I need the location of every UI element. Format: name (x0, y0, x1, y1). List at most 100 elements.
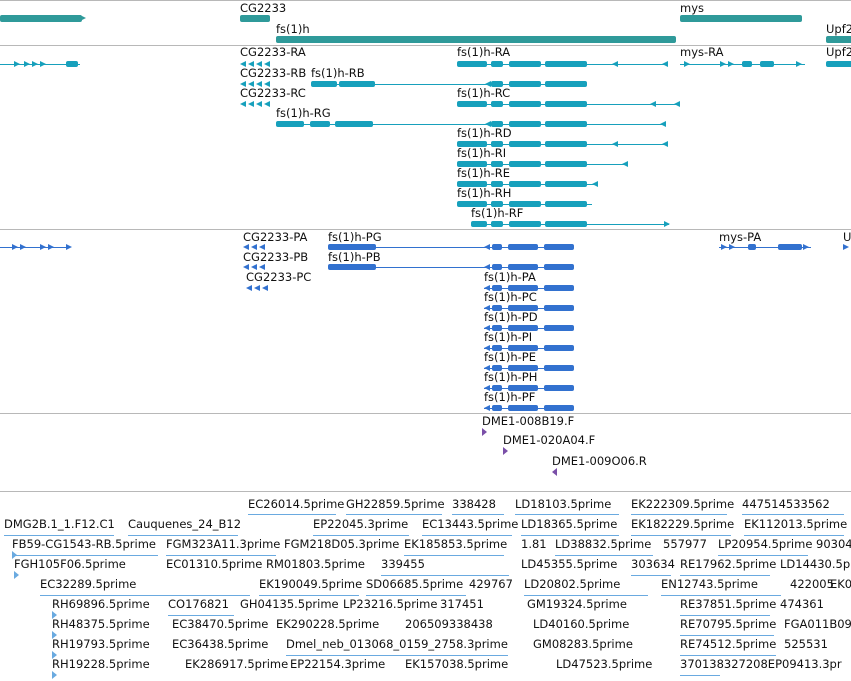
est-label[interactable]: FGH105F06.5prime (14, 557, 126, 571)
est-alignment-line[interactable] (248, 514, 336, 515)
est-alignment-line[interactable] (313, 535, 409, 536)
gene-label[interactable]: CG2233 (240, 1, 287, 15)
est-alignment-line[interactable] (166, 555, 276, 556)
cds-label[interactable]: mys-PA (719, 230, 762, 244)
est-label[interactable]: LD45355.5prime (521, 557, 618, 571)
est-alignment-line[interactable] (631, 535, 731, 536)
cds-label[interactable]: fs(1)h-PI (484, 330, 533, 344)
est-label[interactable]: RM01803.5prime (266, 557, 365, 571)
est-label[interactable]: 339455 (381, 557, 425, 571)
transcript-label[interactable]: fs(1)h-RG (276, 106, 331, 120)
cds-label[interactable]: CG2233-PA (243, 230, 308, 244)
est-label[interactable]: RE74512.5prime (680, 637, 777, 651)
transcript-label[interactable]: CG2233-RA (240, 45, 306, 59)
est-label[interactable]: GM19324.5prime (527, 597, 627, 611)
clone-label[interactable]: DME1-020A04.F (503, 433, 596, 447)
est-label[interactable]: EC32289.5prime (40, 577, 137, 591)
est-label[interactable]: 422005 (790, 577, 834, 591)
est-label[interactable]: LD40160.5prime (533, 617, 630, 631)
gene-label[interactable]: mys (680, 1, 704, 15)
est-label[interactable]: LD18103.5prime (515, 497, 612, 511)
cds-label[interactable]: fs(1)h-PF (484, 390, 536, 404)
est-alignment-line[interactable] (168, 615, 234, 616)
est-alignment-line[interactable] (286, 655, 508, 656)
est-label[interactable]: SD06685.5prime (366, 577, 464, 591)
gene-bar[interactable] (240, 15, 270, 22)
est-label[interactable]: EC36438.5prime (172, 637, 269, 651)
clone-label[interactable]: DME1-008B19.F (482, 414, 575, 428)
clone-end-marker-icon[interactable] (503, 447, 508, 455)
est-label[interactable]: 338428 (452, 497, 496, 511)
est-label[interactable]: 370138327208EP09413.3pr (680, 657, 842, 671)
est-alignment-line[interactable] (12, 555, 158, 556)
est-label[interactable]: 303634 (631, 557, 675, 571)
gene-label[interactable]: fs(1)h (276, 22, 310, 36)
cds-label[interactable]: fs(1)h-PE (484, 350, 536, 364)
gene-bar[interactable] (680, 15, 802, 22)
est-label[interactable]: EK222309.5prime (631, 497, 735, 511)
est-alignment-line[interactable] (555, 555, 653, 556)
est-label[interactable]: EK157038.5prime (405, 657, 509, 671)
gene-bar[interactable] (276, 36, 676, 43)
est-alignment-line[interactable] (744, 535, 844, 536)
est-label[interactable]: 525531 (784, 637, 828, 651)
est-alignment-line[interactable] (381, 575, 509, 576)
gene-label[interactable]: Upf2 (826, 22, 851, 36)
est-label[interactable]: GM08283.5prime (533, 637, 633, 651)
est-label[interactable]: EK290228.5prime (276, 617, 380, 631)
est-label[interactable]: GH04135.5prime (240, 597, 339, 611)
est-label[interactable]: EK286917.5prime (185, 657, 289, 671)
est-alignment-line[interactable] (452, 514, 504, 515)
est-alignment-line[interactable] (366, 595, 466, 596)
est-label[interactable]: RE17962.5prime (680, 557, 777, 571)
est-label[interactable]: FGM218D05.3prime (284, 537, 400, 551)
transcript-label[interactable]: Upf2 (826, 45, 851, 59)
cds-label[interactable]: CG2233-PB (243, 250, 309, 264)
est-label[interactable]: RE37851.5prime (680, 597, 777, 611)
gene-bar[interactable] (826, 36, 851, 43)
est-label[interactable]: RH48375.5prime (52, 617, 150, 631)
est-label[interactable]: RH19228.5prime (52, 657, 150, 671)
est-label[interactable]: EK0 (830, 577, 851, 591)
est-label[interactable]: FB59-CG1543-RB.5prime (12, 537, 156, 551)
est-label[interactable]: EC26014.5prime (248, 497, 345, 511)
cds-label[interactable]: fs(1)h-PH (484, 370, 538, 384)
est-label[interactable]: GH22859.5prime (346, 497, 445, 511)
est-alignment-line[interactable] (680, 575, 770, 576)
est-label[interactable]: EN12743.5prime (661, 577, 758, 591)
transcript-label[interactable]: fs(1)h-RF (471, 206, 524, 220)
est-alignment-line[interactable] (259, 595, 359, 596)
est-alignment-line[interactable] (680, 655, 776, 656)
est-label[interactable]: RH69896.5prime (52, 597, 150, 611)
est-label[interactable]: LD38832.5prime (555, 537, 652, 551)
est-label[interactable]: Dmel_neb_013068_0159_2758.3prime (286, 637, 508, 651)
est-label[interactable]: 90304 (816, 537, 851, 551)
est-alignment-line[interactable] (515, 514, 619, 515)
est-label[interactable]: LD18365.5prime (521, 517, 618, 531)
transcript-label[interactable]: fs(1)h-RI (457, 146, 507, 160)
cds-label[interactable]: fs(1)h-PB (328, 250, 381, 264)
cds-label[interactable]: fs(1)h-PG (328, 230, 382, 244)
est-label[interactable]: CO176821 (168, 597, 229, 611)
est-label[interactable]: 206509338438 (405, 617, 493, 631)
est-alignment-line[interactable] (661, 595, 781, 596)
est-alignment-line[interactable] (422, 535, 512, 536)
est-label[interactable]: 429767 (469, 577, 513, 591)
est-label[interactable]: EK185853.5prime (404, 537, 508, 551)
est-alignment-line[interactable] (4, 535, 114, 536)
transcript-label[interactable]: CG2233-RB (240, 66, 307, 80)
est-label[interactable]: EC38470.5prime (172, 617, 269, 631)
cds-label[interactable]: fs(1)h-PA (484, 270, 536, 284)
est-label[interactable]: EP22154.3prime (290, 657, 386, 671)
est-alignment-line[interactable] (680, 615, 770, 616)
est-label[interactable]: LP23216.5prime (343, 597, 438, 611)
est-label[interactable]: EC13443.5prime (422, 517, 519, 531)
est-label[interactable]: Cauquenes_24_B12 (128, 517, 242, 531)
est-label[interactable]: EK182229.5prime (631, 517, 735, 531)
est-alignment-line[interactable] (742, 514, 844, 515)
est-label[interactable]: FGM323A11.3prime (166, 537, 281, 551)
est-alignment-line[interactable] (524, 595, 648, 596)
est-alignment-line[interactable] (631, 575, 671, 576)
transcript-label[interactable]: CG2233-RC (240, 86, 306, 100)
transcript-label[interactable]: fs(1)h-RE (457, 166, 511, 180)
